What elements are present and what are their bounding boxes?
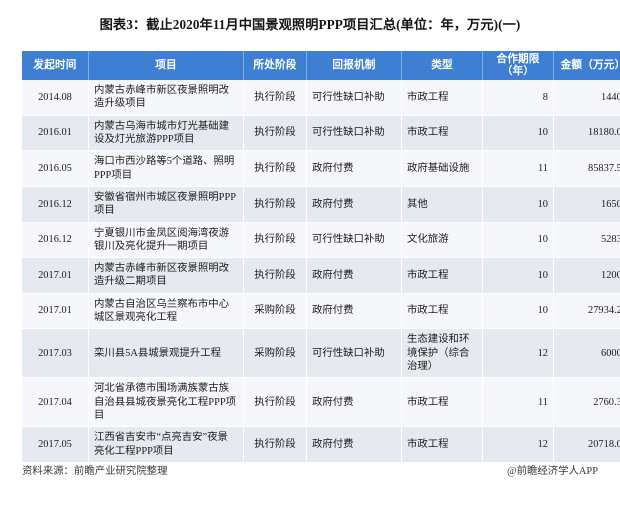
table-row: 2017.04 河北省承德市围场满族蒙古族自治县县城夜景亮化工程PPP项目 执行阶段…: [22, 377, 620, 428]
cell-project: 安徽省宿州市城区夜景照明PPP项目: [88, 186, 244, 223]
cell-date: 2017.03: [22, 328, 89, 379]
column-header-stage: 所处阶段: [243, 51, 307, 80]
table-row: 2016.12 宁夏银川市金凤区阅海湾夜游银川及亮化提升一期项目 执行阶段 可行性缺口…: [22, 222, 620, 259]
cell-term: 12: [482, 328, 554, 379]
cell-term: 10: [482, 257, 554, 294]
cell-date: 2016.12: [22, 186, 89, 223]
cell-mechanism: 可行性缺口补助: [306, 328, 402, 379]
cell-type: 市政工程: [401, 293, 483, 330]
cell-stage: 采购阶段: [243, 328, 307, 379]
cell-stage: 执行阶段: [243, 186, 307, 223]
cell-amount: 16508: [553, 186, 620, 223]
cell-mechanism: 政府付费: [306, 150, 402, 187]
cell-type: 市政工程: [401, 377, 483, 428]
cell-date: 2016.12: [22, 222, 89, 259]
cell-term: 12: [482, 426, 554, 463]
cell-date: 2016.05: [22, 150, 89, 187]
cell-stage: 执行阶段: [243, 150, 307, 187]
column-header-mechanism: 回报机制: [306, 51, 402, 80]
source-note: 资料来源：前瞻产业研究院整理: [22, 466, 168, 477]
cell-amount: 27934.25: [553, 293, 620, 330]
ppp-project-table: 发起时间 项目 所处阶段 回报机制 类型 合作期限（年） 金额（万元） 2014…: [22, 51, 620, 463]
table-header: 发起时间 项目 所处阶段 回报机制 类型 合作期限（年） 金额（万元）: [22, 51, 620, 80]
table-row: 2017.05 江西省吉安市“点亮吉安”夜景亮化工程PPP项目 执行阶段 政府付费 市政…: [22, 426, 620, 463]
table-body: 2014.08 内蒙古赤峰市新区夜景照明改造升级项目 执行阶段 可行性缺口补助 市政工程…: [22, 80, 620, 463]
cell-date: 2017.05: [22, 426, 89, 463]
cell-amount: 60000: [553, 328, 620, 379]
cell-project: 江西省吉安市“点亮吉安”夜景亮化工程PPP项目: [88, 426, 244, 463]
figure-footer: 资料来源：前瞻产业研究院整理 @前瞻经济学人APP: [22, 462, 598, 477]
cell-project: 河北省承德市围场满族蒙古族自治县县城夜景亮化工程PPP项目: [88, 377, 244, 428]
cell-type: 市政工程: [401, 257, 483, 294]
cell-project: 栾川县5A县城景观提升工程: [88, 328, 244, 379]
cell-type: 市政工程: [401, 80, 483, 116]
cell-type: 市政工程: [401, 426, 483, 463]
cell-amount: 85837.57: [553, 150, 620, 187]
cell-mechanism: 政府付费: [306, 257, 402, 294]
cell-stage: 执行阶段: [243, 377, 307, 428]
column-header-date: 发起时间: [22, 51, 89, 80]
table-row: 2016.05 海口市西沙路等5个道路、照明PPP项目 执行阶段 政府付费 政府基础设施…: [22, 150, 620, 187]
cell-stage: 执行阶段: [243, 80, 307, 116]
cell-date: 2017.01: [22, 257, 89, 294]
cell-project: 内蒙古自治区乌兰察布市中心城区景观亮化工程: [88, 293, 244, 330]
cell-mechanism: 可行性缺口补助: [306, 115, 402, 152]
cell-mechanism: 可行性缺口补助: [306, 222, 402, 259]
cell-type: 市政工程: [401, 115, 483, 152]
cell-term: 10: [482, 222, 554, 259]
table-header-row: 发起时间 项目 所处阶段 回报机制 类型 合作期限（年） 金额（万元）: [22, 51, 620, 80]
cell-term: 8: [482, 80, 554, 116]
column-header-project: 项目: [88, 51, 244, 80]
cell-amount: 52837: [553, 222, 620, 259]
column-header-amount: 金额（万元）: [553, 51, 620, 80]
cell-amount: 2760.33: [553, 377, 620, 428]
cell-type: 政府基础设施: [401, 150, 483, 187]
cell-type: 其他: [401, 186, 483, 223]
cell-project: 宁夏银川市金凤区阅海湾夜游银川及亮化提升一期项目: [88, 222, 244, 259]
figure-title: 图表3：截止2020年11月中国景观照明PPP项目汇总(单位：年，万元)(一): [99, 17, 521, 32]
cell-stage: 执行阶段: [243, 257, 307, 294]
cell-term: 10: [482, 293, 554, 330]
column-header-type: 类型: [401, 51, 483, 80]
cell-mechanism: 政府付费: [306, 186, 402, 223]
cell-project: 内蒙古乌海市城市灯光基础建设及灯光旅游PPP项目: [88, 115, 244, 152]
table-row: 2016.12 安徽省宿州市城区夜景照明PPP项目 执行阶段 政府付费 其他 10 1650…: [22, 186, 620, 223]
cell-mechanism: 政府付费: [306, 426, 402, 463]
cell-amount: 14407: [553, 80, 620, 116]
cell-stage: 采购阶段: [243, 293, 307, 330]
cell-stage: 执行阶段: [243, 426, 307, 463]
cell-stage: 执行阶段: [243, 115, 307, 152]
table-row: 2014.08 内蒙古赤峰市新区夜景照明改造升级项目 执行阶段 可行性缺口补助 市政工程…: [22, 80, 620, 116]
table-row: 2016.01 内蒙古乌海市城市灯光基础建设及灯光旅游PPP项目 执行阶段 可行性缺口…: [22, 115, 620, 152]
cell-project: 海口市西沙路等5个道路、照明PPP项目: [88, 150, 244, 187]
cell-amount: 20718.01: [553, 426, 620, 463]
table-row: 2017.03 栾川县5A县城景观提升工程 采购阶段 可行性缺口补助 生态建设和环境保护…: [22, 328, 620, 379]
cell-date: 2014.08: [22, 80, 89, 116]
cell-date: 2016.01: [22, 115, 89, 152]
cell-type: 生态建设和环境保护（综合治理）: [401, 328, 483, 379]
cell-amount: 18180.09: [553, 115, 620, 152]
cell-amount: 12000: [553, 257, 620, 294]
cell-project: 内蒙古赤峰市新区夜景照明改造升级项目: [88, 80, 244, 116]
table-row: 2017.01 内蒙古自治区乌兰察布市中心城区景观亮化工程 采购阶段 政府付费 市政工程…: [22, 293, 620, 330]
table-row: 2017.01 内蒙古赤峰市新区夜景照明改造升级二期项目 执行阶段 政府付费 市政工程 1…: [22, 257, 620, 294]
ppp-project-table-wrapper: 发起时间 项目 所处阶段 回报机制 类型 合作期限（年） 金额（万元） 2014…: [22, 51, 620, 463]
brand-note: @前瞻经济学人APP: [507, 466, 598, 477]
cell-term: 11: [482, 150, 554, 187]
cell-date: 2017.04: [22, 377, 89, 428]
column-header-term: 合作期限（年）: [482, 51, 554, 80]
cell-project: 内蒙古赤峰市新区夜景照明改造升级二期项目: [88, 257, 244, 294]
cell-mechanism: 可行性缺口补助: [306, 80, 402, 116]
cell-type: 文化旅游: [401, 222, 483, 259]
cell-stage: 执行阶段: [243, 222, 307, 259]
cell-term: 10: [482, 115, 554, 152]
cell-term: 10: [482, 186, 554, 223]
cell-term: 11: [482, 377, 554, 428]
cell-date: 2017.01: [22, 293, 89, 330]
cell-mechanism: 政府付费: [306, 377, 402, 428]
cell-mechanism: 政府付费: [306, 293, 402, 330]
